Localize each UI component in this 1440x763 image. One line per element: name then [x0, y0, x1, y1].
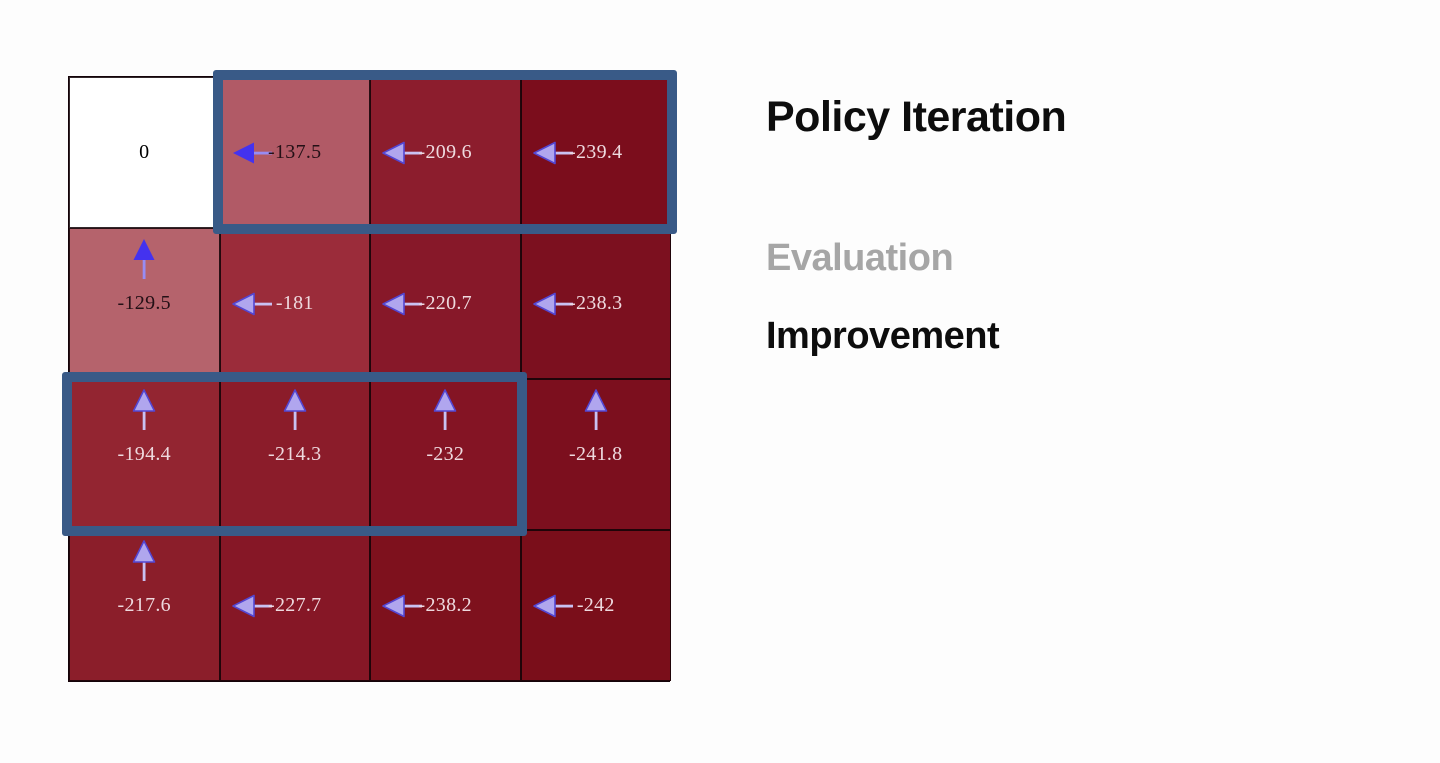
- grid-cell: -220.7: [370, 228, 521, 379]
- cell-value: 0: [139, 141, 150, 163]
- cell-value: -181: [275, 292, 314, 314]
- value-grid: 0 -137.5 -209.6 -239.4 -129.5 -181 -220.7 -238.…: [68, 76, 671, 682]
- left-arrow-icon: [532, 292, 573, 315]
- left-arrow-icon: [382, 594, 422, 617]
- policy-highlight-box: [62, 372, 527, 536]
- cell-value: -214.3: [268, 443, 322, 465]
- cell-value: -238.2: [418, 594, 472, 616]
- cell-value: -137.5: [268, 141, 322, 163]
- left-arrow-icon: [231, 594, 272, 617]
- grid-cell: 0: [69, 77, 220, 228]
- grid-cell: -209.6: [370, 77, 521, 228]
- grid-cell: -241.8: [520, 379, 671, 530]
- grid-cell: -227.7: [219, 530, 370, 681]
- cell-value: -238.3: [569, 292, 623, 314]
- grid-cell: -242: [520, 530, 671, 681]
- left-arrow-icon: [231, 292, 272, 315]
- grid-cell: -181: [219, 228, 370, 379]
- grid-cell: -238.3: [520, 228, 671, 379]
- panel-item-improvement: Improvement: [766, 315, 1000, 357]
- cell-value: -209.6: [418, 141, 472, 163]
- panel-item-evaluation: Evaluation: [766, 237, 954, 279]
- grid-cell: -217.6: [69, 530, 220, 681]
- cell-value: -241.8: [569, 443, 623, 465]
- page-title: Policy Iteration: [766, 93, 1067, 141]
- policy-highlight-box: [212, 70, 677, 234]
- up-arrow-icon: [132, 540, 156, 581]
- up-arrow-icon: [584, 389, 608, 430]
- grid-cell: -239.4: [520, 77, 671, 228]
- cell-value: -217.6: [117, 594, 171, 616]
- left-arrow-icon: [532, 594, 573, 617]
- cell-value: -239.4: [569, 141, 623, 163]
- grid-cell: -194.4: [69, 379, 220, 530]
- cell-value: -227.7: [268, 594, 322, 616]
- cell-value: -242: [576, 594, 615, 616]
- grid-cell: -129.5: [69, 228, 220, 379]
- value-grid-wrapper: 0 -137.5 -209.6 -239.4 -129.5 -181 -220.7 -238.…: [62, 70, 677, 682]
- cell-value: -129.5: [117, 292, 171, 314]
- up-arrow-icon: [133, 239, 155, 279]
- cell-value: -194.4: [117, 443, 171, 465]
- cell-value: -220.7: [418, 292, 472, 314]
- cell-value: -232: [426, 443, 465, 465]
- grid-cell: -238.2: [370, 530, 521, 681]
- left-arrow-icon: [382, 292, 422, 315]
